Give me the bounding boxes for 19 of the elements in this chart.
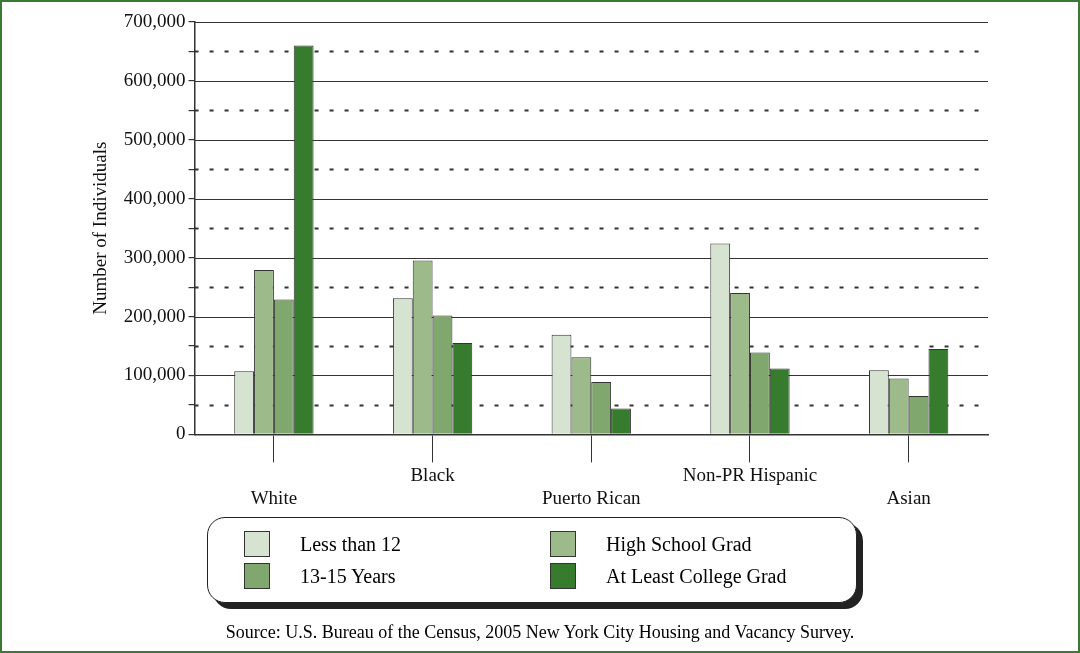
x-tick-label: Non-PR Hispanic <box>682 463 818 485</box>
x-tick-label: White <box>250 486 298 508</box>
legend-label: At Least College Grad <box>606 564 787 588</box>
y-axis-title: Number of Individuals <box>89 141 111 315</box>
y-tick-label: 500,000 <box>123 127 186 149</box>
y-tick-label: 700,000 <box>123 9 186 31</box>
legend-label: 13-15 Years <box>300 564 396 588</box>
legend-label: Less than 12 <box>300 532 402 556</box>
y-tick-label: 300,000 <box>123 245 186 267</box>
legend-label: High School Grad <box>606 532 752 556</box>
y-tick-label: 600,000 <box>123 68 186 90</box>
y-tick-label: 200,000 <box>123 304 186 326</box>
y-tick-label: 400,000 <box>123 186 186 208</box>
x-tick-label: Asian <box>886 486 932 508</box>
x-tick-label: Black <box>410 463 456 485</box>
y-tick-label: 0 <box>176 422 186 444</box>
source-note: Source: U.S. Bureau of the Census, 2005 New York City Housing and Vacancy Survey. <box>224 622 856 643</box>
x-tick-label: Puerto Rican <box>541 486 642 508</box>
y-tick-label: 100,000 <box>123 363 186 385</box>
